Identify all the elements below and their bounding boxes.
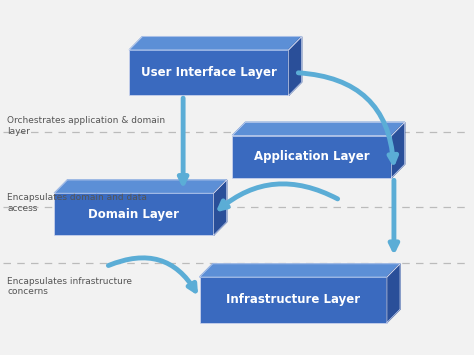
Polygon shape xyxy=(232,122,405,136)
Bar xyxy=(55,193,214,235)
Polygon shape xyxy=(387,264,400,323)
Polygon shape xyxy=(55,180,227,193)
Text: Infrastructure Layer: Infrastructure Layer xyxy=(226,293,360,306)
Text: Application Layer: Application Layer xyxy=(254,150,370,163)
Polygon shape xyxy=(392,122,405,178)
Text: Orchestrates application & domain
layer: Orchestrates application & domain layer xyxy=(8,116,165,136)
Bar xyxy=(200,277,387,323)
Polygon shape xyxy=(200,264,400,277)
Polygon shape xyxy=(289,37,301,95)
Text: Encapsulates domain and data
access: Encapsulates domain and data access xyxy=(8,193,147,213)
Polygon shape xyxy=(129,37,301,50)
Text: Domain Layer: Domain Layer xyxy=(89,208,180,221)
Text: User Interface Layer: User Interface Layer xyxy=(141,66,277,79)
Text: Encapsulates infrastructure
concerns: Encapsulates infrastructure concerns xyxy=(8,277,132,296)
Bar xyxy=(232,136,392,178)
Bar xyxy=(129,50,289,95)
Polygon shape xyxy=(214,180,227,235)
